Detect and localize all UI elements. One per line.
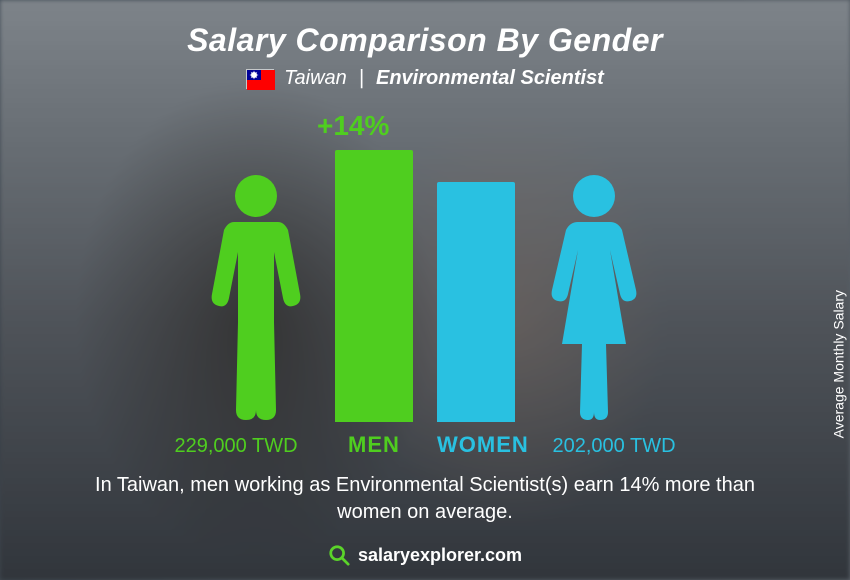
female-figure-icon — [539, 172, 649, 422]
women-bar — [437, 182, 515, 422]
country-label: Taiwan — [284, 67, 347, 90]
subtitle-row: Taiwan | Environmental Scientist — [246, 67, 604, 90]
footer: salaryexplorer.com — [328, 544, 522, 566]
men-salary-value: 229,000 TWD — [161, 435, 311, 458]
description-text: In Taiwan, men working as Environmental … — [75, 472, 775, 526]
male-figure-icon — [201, 172, 311, 422]
women-salary-value: 202,000 TWD — [539, 435, 689, 458]
men-label: MEN — [335, 432, 413, 458]
infographic-container: Salary Comparison By Gender Taiwan — [0, 0, 850, 580]
footer-site-label: salaryexplorer.com — [358, 545, 522, 566]
y-axis-label: Average Monthly Salary — [830, 290, 846, 438]
page-title: Salary Comparison By Gender — [187, 22, 663, 59]
men-bar — [335, 150, 413, 422]
women-label: WOMEN — [437, 432, 515, 458]
job-title-label: Environmental Scientist — [376, 67, 604, 90]
taiwan-flag-icon — [246, 69, 274, 89]
chart-area — [201, 132, 649, 422]
subtitle-separator: | — [359, 67, 364, 90]
labels-row: 229,000 TWD MEN WOMEN 202,000 TWD — [40, 432, 810, 458]
magnifier-icon — [328, 544, 350, 566]
